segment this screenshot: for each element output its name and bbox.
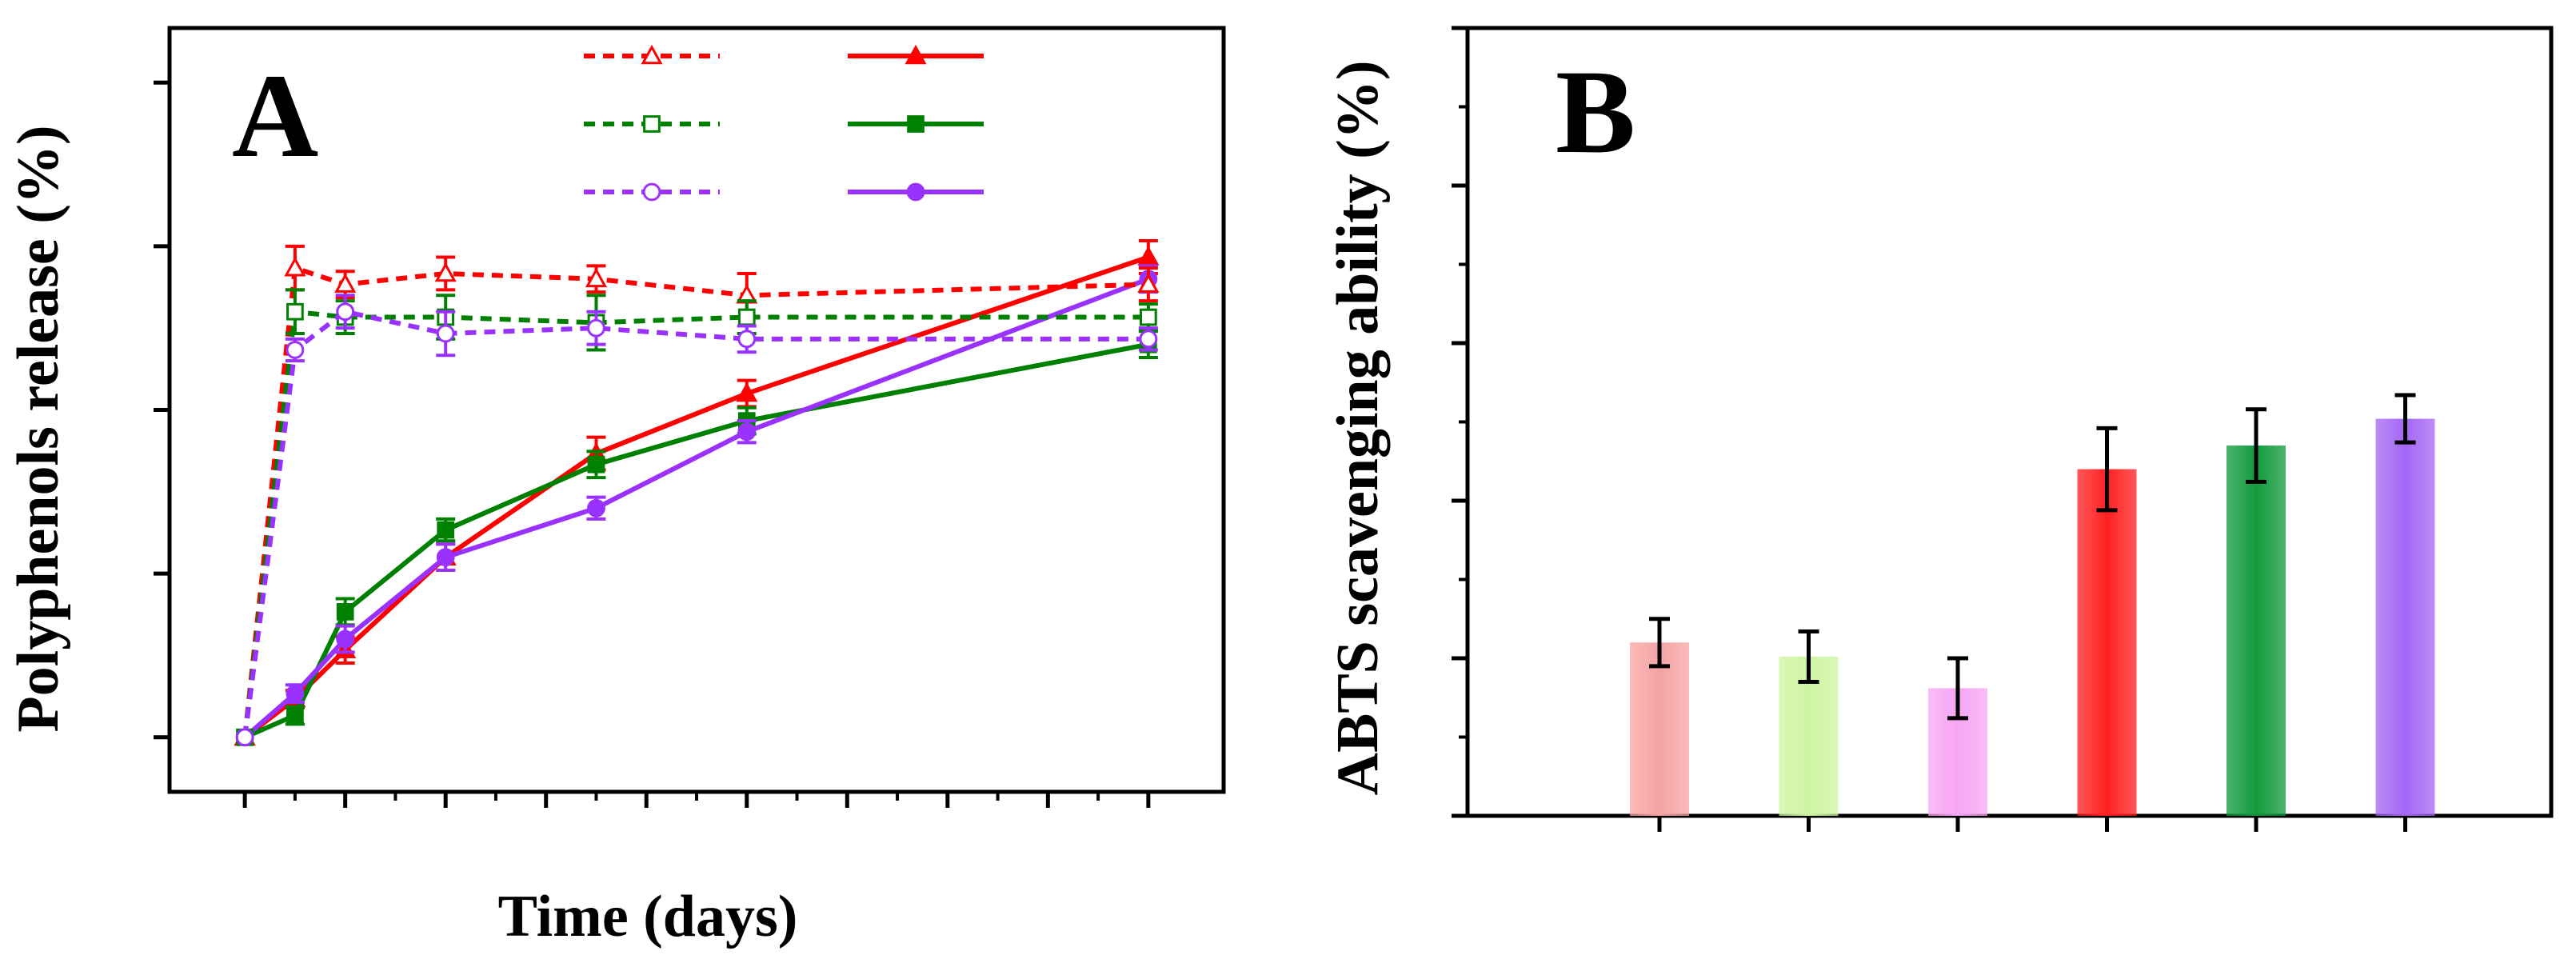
data-point-pp: [436, 324, 455, 343]
data-point-pp: [737, 330, 757, 349]
data-point-pdtcs: [587, 455, 605, 474]
chart-b-y-axis-label: ABTS scavenging ability (%): [1325, 61, 1391, 796]
legend-item-pd: [584, 115, 720, 133]
data-point-pd: [1140, 308, 1157, 326]
bar: [1630, 642, 1689, 816]
chart-b-axes: [1452, 26, 2554, 832]
legend-swatch-marker: [641, 44, 663, 65]
legend-swatch-marker: [906, 182, 925, 202]
bar: [2077, 469, 2137, 816]
panel-label-b: B: [1556, 46, 1635, 178]
data-point-pptcs: [587, 498, 605, 517]
data-point-pp: [587, 318, 605, 338]
chart-a-legend: [584, 44, 984, 202]
bar-group-pd: [1779, 629, 1839, 816]
legend-item-pdtcs: [848, 115, 984, 133]
chart-a-axes: [154, 26, 1226, 808]
data-point-pp: [336, 302, 355, 322]
panel-label-a: A: [232, 50, 318, 182]
legend-swatch-marker: [907, 115, 925, 133]
chart-b-plot-area: [1630, 393, 2435, 816]
bar: [2227, 446, 2286, 816]
data-point-pd: [286, 302, 304, 321]
data-point-pptcs: [737, 422, 757, 442]
bar-group-pptcs: [2375, 393, 2435, 816]
series-line-pdtcs: [243, 342, 1149, 740]
series-pd: [236, 288, 1158, 746]
chart-a-frame: [167, 26, 1226, 794]
release-line-chart: A Time (days) Polyphenols release (%): [6, 26, 1226, 949]
chart-a-plot-area: [234, 239, 1160, 747]
data-point-pp: [286, 341, 305, 359]
data-point-pdtcs: [437, 521, 455, 539]
series-pm: [234, 244, 1160, 746]
chart-a-y-axis-label: Polyphenols release (%): [6, 125, 71, 732]
data-point-pdtcs: [336, 603, 354, 621]
data-point-pptcs: [286, 684, 305, 703]
data-point-pm: [434, 262, 457, 282]
data-point-pd: [737, 308, 756, 326]
data-point-pp: [1139, 330, 1158, 349]
data-point-pp: [235, 728, 254, 747]
data-point-pm: [1137, 273, 1160, 293]
series-line-pptcs: [243, 276, 1149, 740]
series-line-pd: [242, 309, 1148, 738]
series-pp: [235, 294, 1158, 747]
data-point-pptcs: [436, 548, 455, 567]
chart-a-x-axis-label: Time (days): [498, 884, 798, 949]
legend-item-pmtcs: [848, 44, 984, 65]
data-point-pmtcs: [736, 382, 758, 402]
legend-item-pp: [584, 182, 720, 202]
legend-swatch-marker: [642, 182, 661, 202]
legend-swatch-marker: [905, 44, 927, 65]
bar-group-pm: [1630, 617, 1689, 816]
data-point-pm: [334, 273, 357, 293]
data-point-pmtcs: [1137, 246, 1160, 266]
data-point-pm: [585, 267, 608, 288]
bar-group-pp: [1928, 656, 1987, 816]
series-line-pp: [242, 309, 1148, 738]
data-point-pm: [284, 257, 306, 277]
legend-item-pptcs: [848, 182, 984, 202]
data-point-pdtcs: [286, 706, 304, 725]
series-pdtcs: [236, 330, 1158, 746]
data-point-pptcs: [336, 629, 355, 649]
bar-group-pmtcs: [2077, 426, 2137, 816]
bar: [2375, 418, 2435, 816]
legend-item-pm: [584, 44, 720, 65]
legend-swatch-marker: [643, 115, 661, 133]
abts-bar-chart: B ABTS scavenging ability (%): [1325, 26, 2554, 832]
bar-group-pdtcs: [2227, 407, 2286, 816]
